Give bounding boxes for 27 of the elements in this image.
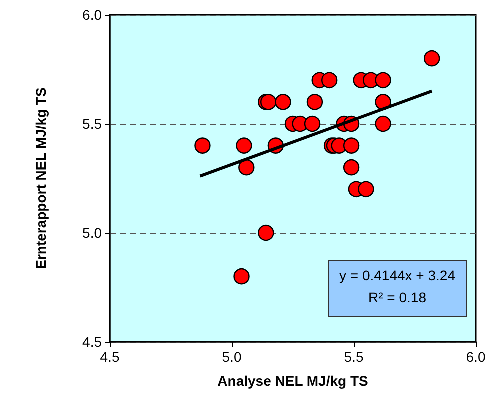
point [258,224,274,242]
x-tick-label: 4.5 [100,349,120,365]
point [238,160,255,176]
point [375,72,392,88]
annotation: R² = 0.18 [368,290,427,306]
x-tick-label: 6.0 [466,349,486,365]
point [275,94,292,110]
y-tick-label: 4.5 [82,334,102,350]
point [424,50,440,67]
annotation: y = 0.4144x + 3.24 [340,268,456,284]
point [306,94,324,110]
point [343,138,360,154]
point [375,116,392,132]
point [343,160,360,176]
y-tick-label: 5.5 [82,116,102,132]
y-tick-label: 6.0 [82,7,102,23]
y-tick-label: 5.0 [82,225,102,241]
point [358,181,374,198]
x-tick-label: 5.0 [222,349,242,365]
point [236,138,252,154]
point [194,138,211,154]
x-tick-label: 5.5 [344,349,364,365]
point [304,116,321,132]
point [322,72,338,88]
y-axis-title: Ernterapport NEL MJ/kg TS [33,88,49,270]
x-axis-title: Analyse NEL MJ/kg TS [218,373,368,389]
point [234,268,250,285]
